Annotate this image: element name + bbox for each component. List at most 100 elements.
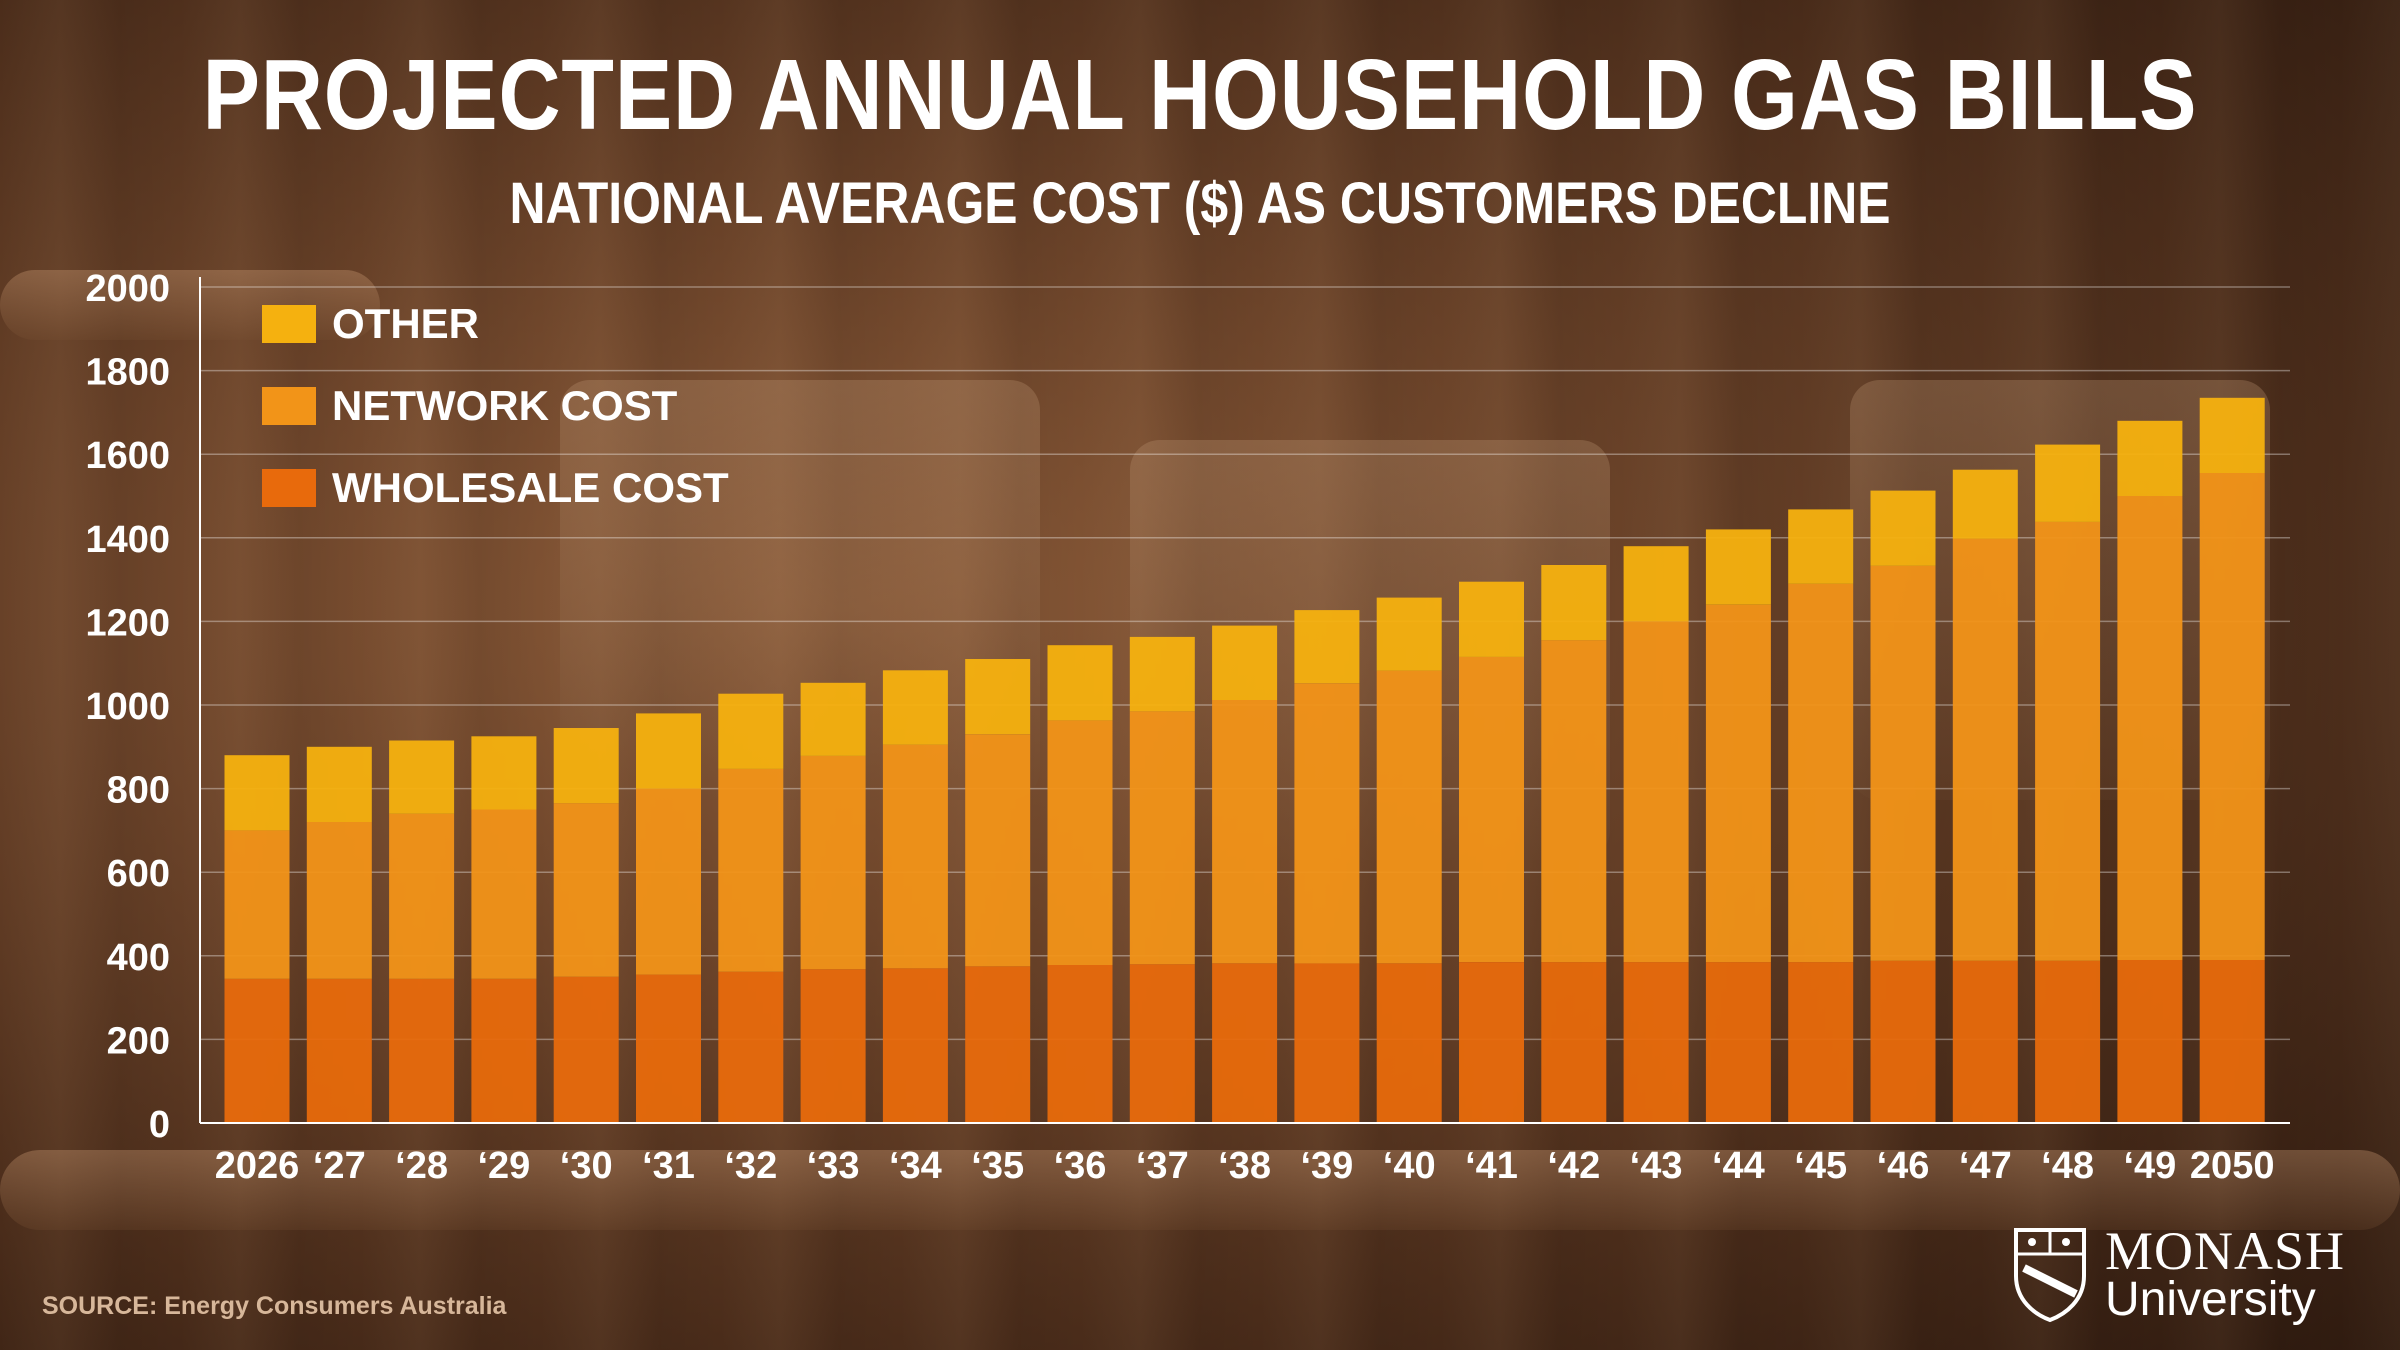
y-tick-label: 1800 xyxy=(85,352,170,394)
bar-segment-network-cost xyxy=(389,813,455,979)
legend-label: NETWORK COST xyxy=(332,382,678,429)
bar-segment-wholesale-cost xyxy=(224,978,290,1123)
x-tick-label: 2026 xyxy=(215,1145,300,1187)
monash-logo: MONASH University xyxy=(2010,1220,2344,1330)
bar-segment-network-cost xyxy=(1376,670,1442,964)
x-tick-label: ‘29 xyxy=(477,1145,530,1187)
bar-segment-network-cost xyxy=(1212,700,1278,964)
legend-swatch xyxy=(262,469,316,507)
y-tick-label: 1400 xyxy=(85,519,170,561)
x-tick-label: ‘34 xyxy=(889,1145,942,1187)
bar-segment-other xyxy=(1788,509,1854,584)
y-tick-label: 0 xyxy=(149,1104,170,1146)
x-tick-label: ‘47 xyxy=(1959,1145,2012,1187)
x-tick-label: ‘30 xyxy=(560,1145,613,1187)
legend-label: WHOLESALE COST xyxy=(332,464,729,511)
bar-segment-other xyxy=(1047,645,1113,721)
bar-segment-network-cost xyxy=(1459,656,1524,962)
background-pipe xyxy=(0,1150,2400,1230)
bar-segment-wholesale-cost xyxy=(1459,962,1524,1123)
y-tick-label: 400 xyxy=(107,937,170,979)
bar-segment-network-cost xyxy=(636,788,701,975)
bar-segment-wholesale-cost xyxy=(965,966,1031,1124)
x-tick-label: ‘40 xyxy=(1383,1145,1436,1187)
bar-segment-network-cost xyxy=(224,830,290,979)
bar-segment-network-cost xyxy=(1788,583,1854,963)
crest-icon xyxy=(2014,1228,2086,1323)
bar-segment-network-cost xyxy=(1129,711,1195,965)
bar-segment-other xyxy=(882,670,948,745)
legend-label: OTHER xyxy=(332,300,479,347)
bar-segment-wholesale-cost xyxy=(636,974,701,1123)
bar-segment-other xyxy=(553,728,619,804)
bar-segment-wholesale-cost xyxy=(306,978,372,1123)
bar-segment-network-cost xyxy=(1623,621,1689,963)
bar-segment-wholesale-cost xyxy=(1541,962,1607,1123)
bar-segment-wholesale-cost xyxy=(1047,965,1113,1123)
y-tick-label: 1000 xyxy=(85,686,170,728)
bar-segment-wholesale-cost xyxy=(2199,960,2265,1123)
x-tick-label: ‘32 xyxy=(724,1145,777,1187)
bar-segment-wholesale-cost xyxy=(1870,960,1936,1123)
x-tick-label: 2050 xyxy=(2190,1145,2275,1187)
bar-segment-other xyxy=(1459,581,1524,657)
bar-segment-other xyxy=(1705,529,1771,605)
bar-segment-network-cost xyxy=(471,809,537,979)
x-tick-label: ‘44 xyxy=(1712,1145,1765,1187)
y-tick-label: 800 xyxy=(107,770,170,812)
bar-segment-other xyxy=(1870,490,1936,566)
bar-segment-network-cost xyxy=(1705,604,1771,963)
bar-segment-wholesale-cost xyxy=(1376,963,1442,1123)
bar-segment-network-cost xyxy=(1541,640,1607,963)
bar-segment-wholesale-cost xyxy=(2035,960,2101,1123)
x-tick-label: ‘42 xyxy=(1547,1145,1600,1187)
x-tick-label: ‘31 xyxy=(642,1145,695,1187)
bar-segment-other xyxy=(471,736,537,810)
x-tick-label: ‘46 xyxy=(1877,1145,1930,1187)
bar-segment-other xyxy=(800,682,866,756)
y-tick-label: 1600 xyxy=(85,435,170,477)
bar-segment-other xyxy=(1376,597,1442,671)
bar-segment-other xyxy=(224,755,290,831)
x-tick-label: ‘37 xyxy=(1136,1145,1189,1187)
bar-segment-wholesale-cost xyxy=(1294,963,1360,1123)
bar-segment-network-cost xyxy=(882,744,948,969)
bar-segment-wholesale-cost xyxy=(718,971,784,1123)
bar-segment-wholesale-cost xyxy=(1952,960,2018,1123)
bar-segment-other xyxy=(718,693,784,769)
x-tick-label: ‘38 xyxy=(1218,1145,1271,1187)
bar-segment-network-cost xyxy=(2117,496,2183,960)
x-tick-label: ‘48 xyxy=(2041,1145,2094,1187)
bar-segment-wholesale-cost xyxy=(1212,963,1278,1123)
legend-swatch xyxy=(262,387,316,425)
bar-segment-wholesale-cost xyxy=(1705,962,1771,1123)
bar-segment-wholesale-cost xyxy=(553,976,619,1123)
x-tick-label: ‘41 xyxy=(1465,1145,1518,1187)
bar-segment-network-cost xyxy=(2035,521,2101,961)
y-tick-label: 200 xyxy=(107,1020,170,1062)
x-tick-label: ‘49 xyxy=(2123,1145,2176,1187)
bar-segment-network-cost xyxy=(553,803,619,977)
x-tick-label: ‘39 xyxy=(1300,1145,1353,1187)
bar-segment-wholesale-cost xyxy=(389,978,455,1123)
bar-segment-other xyxy=(1129,636,1195,712)
bar-segment-network-cost xyxy=(800,756,866,970)
bar-segment-wholesale-cost xyxy=(471,978,537,1123)
x-tick-label: ‘28 xyxy=(395,1145,448,1187)
background-meter xyxy=(1130,440,1610,860)
x-tick-label: ‘36 xyxy=(1054,1145,1107,1187)
bar-segment-wholesale-cost xyxy=(1623,962,1689,1123)
logo-subword: University xyxy=(2105,1273,2316,1326)
bar-segment-wholesale-cost xyxy=(1129,964,1195,1123)
background-pipe xyxy=(0,270,380,340)
bar-segment-wholesale-cost xyxy=(882,968,948,1123)
x-tick-label: ‘43 xyxy=(1630,1145,1683,1187)
bar-segment-other xyxy=(1623,546,1689,622)
bar-segment-network-cost xyxy=(965,734,1031,967)
bar-segment-network-cost xyxy=(1047,720,1113,965)
chart-subtitle: NATIONAL AVERAGE COST ($) AS CUSTOMERS D… xyxy=(509,171,1891,236)
x-tick-label: ‘27 xyxy=(313,1145,366,1187)
bar-segment-other xyxy=(2035,444,2101,522)
bar-segment-other xyxy=(306,746,372,822)
bar-segment-other xyxy=(2117,420,2183,496)
